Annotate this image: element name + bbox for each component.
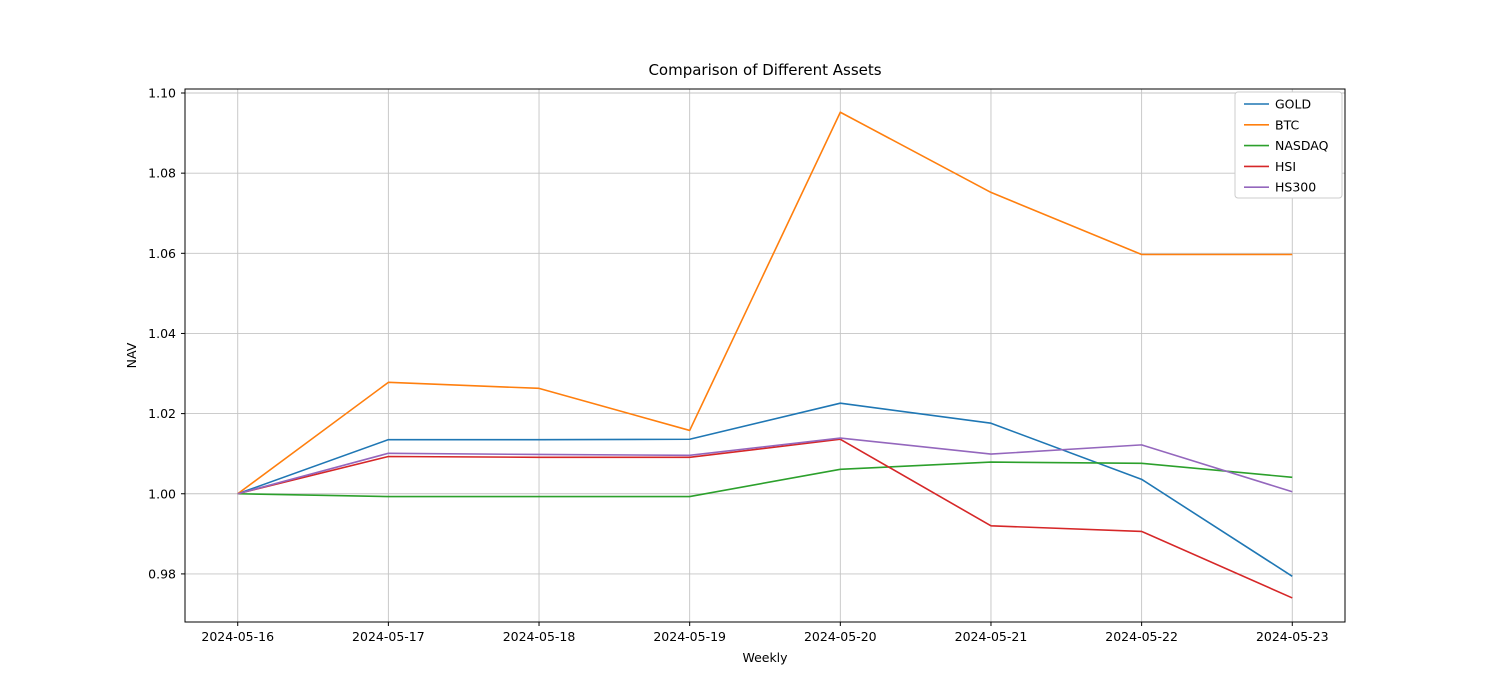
y-tick-label: 1.10 — [148, 86, 176, 101]
y-axis-label: NAV — [124, 342, 139, 368]
legend-item-hs300: HS300 — [1244, 180, 1316, 195]
series-line-nasdaq — [237, 461, 1293, 498]
chart-title: Comparison of Different Assets — [648, 61, 881, 79]
y-tick-label: 1.04 — [148, 326, 176, 341]
tick-marks — [181, 92, 1293, 626]
legend-label: GOLD — [1275, 97, 1311, 112]
legend-label: HSI — [1275, 159, 1296, 174]
x-tick-label: 2024-05-20 — [804, 629, 877, 644]
legend-label: HS300 — [1275, 180, 1316, 195]
grid — [185, 89, 1345, 622]
legend-item-hsi: HSI — [1244, 159, 1296, 174]
x-tick-label: 2024-05-23 — [1256, 629, 1329, 644]
x-tick-label: 2024-05-18 — [503, 629, 576, 644]
series-line-hsi — [237, 438, 1293, 599]
x-tick-label: 2024-05-22 — [1105, 629, 1178, 644]
y-tick-label: 0.98 — [148, 566, 176, 581]
legend-item-btc: BTC — [1244, 117, 1299, 132]
y-tick-label: 1.02 — [148, 406, 176, 421]
legend-item-nasdaq: NASDAQ — [1244, 138, 1329, 153]
legend: GOLD BTC NASDAQ HSI HS300 — [1234, 91, 1343, 199]
legend-label: BTC — [1275, 117, 1299, 132]
legend-item-gold: GOLD — [1244, 97, 1311, 112]
legend-box — [1234, 91, 1343, 199]
x-axis-label: Weekly — [742, 650, 788, 665]
x-tick-label: 2024-05-17 — [352, 629, 425, 644]
y-tick-label: 1.08 — [148, 166, 176, 181]
series-line-gold — [237, 402, 1293, 577]
series-group — [237, 111, 1293, 599]
series-line-btc — [237, 111, 1293, 495]
plot-border — [184, 88, 1346, 623]
series-line-hs300 — [237, 437, 1293, 495]
legend-label: NASDAQ — [1275, 138, 1329, 153]
tick-labels: 2024-05-16 2024-05-17 2024-05-18 2024-05-19… — [148, 86, 1328, 644]
y-tick-label: 1.00 — [148, 486, 176, 501]
x-tick-label: 2024-05-19 — [653, 629, 726, 644]
y-tick-label: 1.06 — [148, 246, 176, 261]
x-tick-label: 2024-05-16 — [201, 629, 274, 644]
x-tick-label: 2024-05-21 — [955, 629, 1028, 644]
